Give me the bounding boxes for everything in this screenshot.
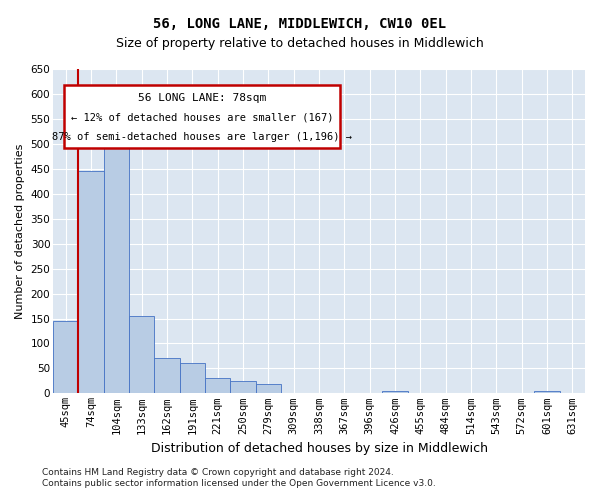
- Text: Contains HM Land Registry data © Crown copyright and database right 2024.
Contai: Contains HM Land Registry data © Crown c…: [42, 468, 436, 487]
- X-axis label: Distribution of detached houses by size in Middlewich: Distribution of detached houses by size …: [151, 442, 488, 455]
- Text: 56 LONG LANE: 78sqm: 56 LONG LANE: 78sqm: [138, 94, 266, 104]
- Bar: [53, 321, 79, 394]
- Y-axis label: Number of detached properties: Number of detached properties: [15, 144, 25, 319]
- Bar: [129, 316, 154, 394]
- Bar: [104, 139, 129, 394]
- Bar: [256, 384, 281, 394]
- Text: 87% of semi-detached houses are larger (1,196) →: 87% of semi-detached houses are larger (…: [52, 132, 352, 141]
- Bar: [180, 364, 205, 394]
- FancyBboxPatch shape: [64, 85, 340, 148]
- Bar: [79, 172, 104, 394]
- Bar: [205, 378, 230, 394]
- Text: Size of property relative to detached houses in Middlewich: Size of property relative to detached ho…: [116, 38, 484, 51]
- Bar: [154, 358, 180, 394]
- Text: 56, LONG LANE, MIDDLEWICH, CW10 0EL: 56, LONG LANE, MIDDLEWICH, CW10 0EL: [154, 18, 446, 32]
- Bar: [382, 391, 407, 394]
- Text: ← 12% of detached houses are smaller (167): ← 12% of detached houses are smaller (16…: [71, 112, 333, 122]
- Bar: [535, 391, 560, 394]
- Bar: [230, 381, 256, 394]
